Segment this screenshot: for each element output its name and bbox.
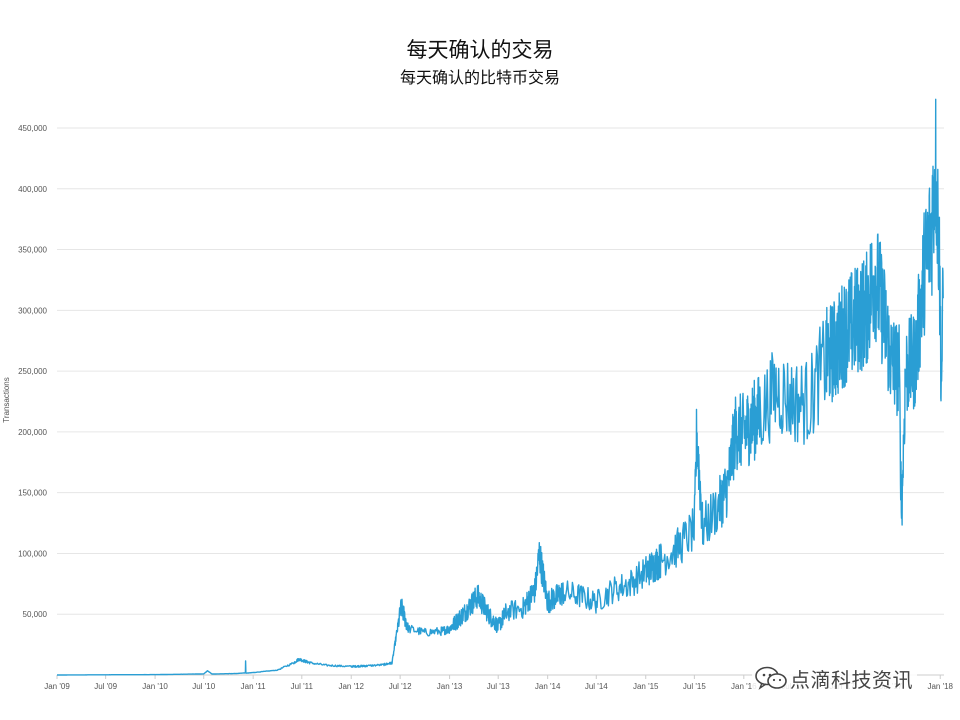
x-tick-label: Jul '12 bbox=[389, 682, 412, 691]
x-tick-label: Jan '14 bbox=[535, 682, 561, 691]
watermark: 点滴科技资讯 bbox=[752, 664, 917, 692]
chart-subtitle: 每天确认的比特币交易 bbox=[399, 68, 560, 87]
x-tick-label: Jan '15 bbox=[633, 682, 659, 691]
y-tick-label: 350,000 bbox=[18, 246, 47, 255]
y-tick-label: 250,000 bbox=[18, 367, 47, 376]
grid-lines bbox=[57, 127, 944, 615]
y-tick-label: 450,000 bbox=[18, 124, 47, 133]
x-tick-label: Jan '13 bbox=[437, 682, 463, 691]
series-line bbox=[57, 98, 944, 676]
y-tick-label: 200,000 bbox=[18, 428, 47, 437]
y-tick-label: 100,000 bbox=[18, 549, 47, 558]
wechat-icon bbox=[755, 666, 787, 690]
x-axis-ticks: Jan '09 Jul '09 Jan '10 Jul '10 Jan '11 Jul '… bbox=[44, 675, 954, 691]
x-tick-label: Jan '11 bbox=[241, 682, 267, 691]
x-tick-label: Jan '16 bbox=[731, 682, 757, 691]
y-tick-label: 400,000 bbox=[18, 185, 47, 194]
x-tick-label: Jul '11 bbox=[291, 682, 314, 691]
y-axis-label: Transactions bbox=[2, 377, 11, 423]
y-tick-label: 50,000 bbox=[23, 610, 48, 619]
y-tick-label: 150,000 bbox=[18, 489, 47, 498]
x-tick-label: Jul '09 bbox=[94, 682, 117, 691]
x-tick-label: Jan '18 bbox=[927, 682, 953, 691]
x-tick-label: Jan '12 bbox=[338, 682, 364, 691]
x-tick-label: Jul '14 bbox=[585, 682, 608, 691]
x-tick-label: Jul '10 bbox=[192, 682, 215, 691]
watermark-text: 点滴科技资讯 bbox=[790, 667, 913, 692]
y-tick-label: 300,000 bbox=[18, 306, 47, 315]
y-axis-ticks: 50,000 100,000 150,000 200,000 250,000 300,00… bbox=[18, 124, 47, 619]
x-tick-label: Jan '10 bbox=[142, 682, 168, 691]
x-tick-label: Jul '15 bbox=[683, 682, 706, 691]
chart-title: 每天确认的交易 bbox=[406, 38, 554, 62]
x-tick-label: Jan '09 bbox=[44, 682, 70, 691]
x-tick-label: Jul '13 bbox=[487, 682, 510, 691]
